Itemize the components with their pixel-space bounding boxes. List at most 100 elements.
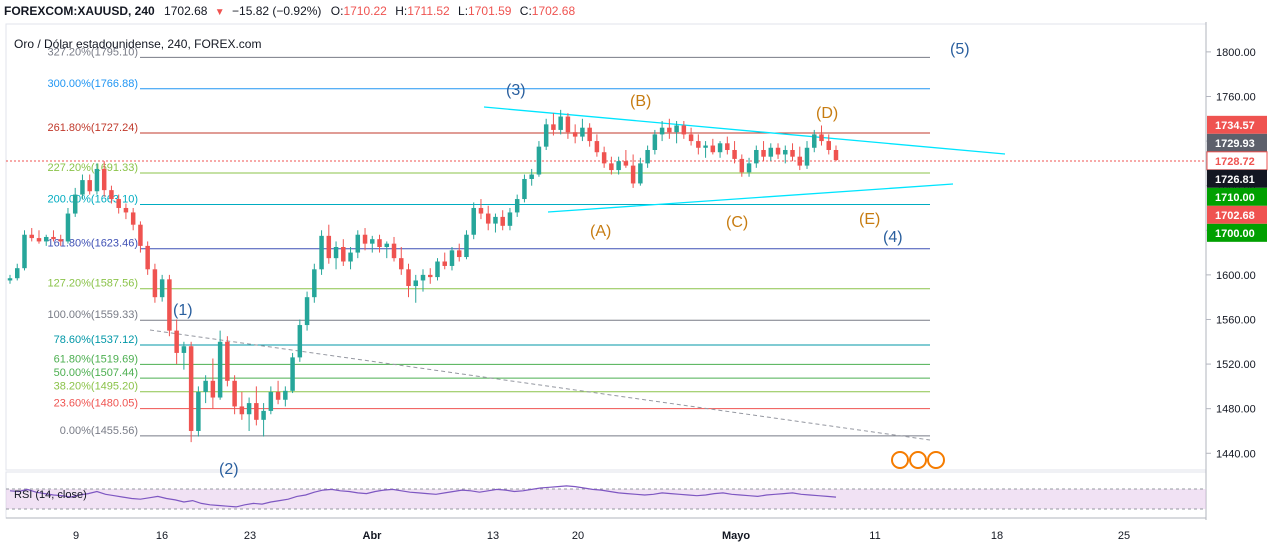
main-pane[interactable] (5, 23, 1207, 471)
economic-events-icon[interactable] (891, 451, 945, 469)
candle-body (623, 161, 629, 166)
time-tick-label: Abr (363, 530, 383, 542)
low-label: L: (458, 4, 469, 18)
candle-body (167, 279, 172, 331)
candle-body (384, 243, 390, 247)
price-axis[interactable]: 1800.001760.001720.001680.001640.001600.… (1206, 47, 1256, 460)
candle-body (14, 268, 20, 279)
candle-body (116, 199, 121, 208)
candle-body (717, 143, 723, 153)
candle-body (203, 380, 208, 392)
wave-label-1: (1) (173, 302, 193, 319)
candle-body (72, 194, 78, 214)
candle-body (268, 391, 274, 411)
candle-body (123, 207, 129, 213)
rsi-pane[interactable] (5, 471, 1207, 519)
price-tick-label: 1760.00 (1216, 91, 1256, 103)
candle-body (594, 141, 600, 153)
candle-body (652, 134, 658, 150)
price-badge-label: 1700.00 (1215, 228, 1255, 240)
high-label: H: (395, 4, 408, 18)
dashed-trend-line[interactable] (149, 329, 931, 441)
rsi-band (6, 489, 1206, 509)
candle-body (739, 158, 745, 173)
low-value: 1701.59 (468, 4, 512, 18)
candle-body (507, 212, 513, 226)
price-badge-label: 1734.57 (1215, 120, 1255, 132)
candle-body (181, 346, 187, 353)
candle-body (478, 207, 484, 214)
price-tick-label: 1480.00 (1216, 404, 1256, 416)
fib-level-label: 78.60%(1537.12) (54, 334, 138, 346)
candle-body (812, 134, 817, 148)
candle-body (370, 239, 375, 244)
candle-body (87, 180, 92, 192)
candle-body (391, 243, 397, 259)
candle-body (152, 269, 158, 298)
close-value: 1702.68 (531, 4, 576, 18)
candle-body (326, 235, 332, 259)
open-label: O: (330, 4, 344, 18)
candle-body (65, 213, 71, 242)
rsi-label: RSI (14, close) (14, 489, 87, 501)
time-axis[interactable]: 9 16 23 Abr 13 20 Mayo 11 18 25 (73, 530, 1130, 542)
candle-body (761, 149, 766, 157)
candle-body (283, 390, 288, 400)
price-tick-label: 1520.00 (1216, 359, 1256, 371)
candle-body (290, 357, 295, 391)
chart-title: Oro / Dólar estadounidense, 240, FOREX.c… (14, 37, 261, 51)
wave-label-e: (E) (859, 211, 880, 228)
candle-body (536, 146, 542, 175)
fibonacci-extension[interactable]: 327.20%(1795.10) 300.00%(1766.88) 261.80%(… (47, 46, 930, 437)
candle-body (174, 330, 179, 353)
candle-body (435, 261, 440, 278)
candle-body (783, 149, 788, 155)
fib-level-label: 227.20%(1691.33) (47, 162, 138, 174)
candle-body (399, 258, 404, 270)
candle-body (616, 161, 621, 171)
candle-body (130, 212, 136, 225)
candle-body (355, 234, 361, 253)
candle-body (688, 134, 694, 142)
candle-body (297, 325, 303, 358)
fib-level-label: 261.80%(1727.24) (47, 122, 138, 134)
candle-body (51, 236, 56, 240)
candle-body (500, 216, 505, 226)
fib-level-label: 300.00%(1766.88) (47, 78, 138, 90)
candle-body (464, 234, 469, 258)
candle-body (493, 216, 498, 224)
upper-triangle-line[interactable] (483, 106, 1006, 155)
candle-body (239, 406, 245, 415)
symbol-name[interactable]: FOREXCOM:XAUUSD, 240 (4, 4, 155, 18)
candle-body (80, 180, 85, 195)
price-badge (1207, 169, 1267, 188)
wave-label-5: (5) (950, 41, 970, 58)
candle-body (746, 163, 752, 173)
candle-body (210, 380, 216, 398)
wave-label-a: (A) (590, 223, 611, 240)
candle-body (442, 261, 447, 266)
candle-body (232, 380, 237, 407)
price-badge-label: 1710.00 (1215, 192, 1255, 204)
candle-body (109, 190, 114, 200)
candle-body (319, 235, 324, 270)
candle-body (826, 141, 832, 150)
candle-body (609, 163, 614, 171)
time-tick-label: 13 (487, 530, 499, 542)
candle-body (630, 165, 636, 184)
candle-body (485, 213, 491, 224)
candle-body (580, 127, 585, 137)
price-badge-label: 1729.93 (1215, 138, 1255, 150)
fib-level-label: 127.20%(1587.56) (47, 278, 138, 290)
time-tick-label: 23 (244, 530, 256, 542)
lower-triangle-line[interactable] (547, 183, 954, 213)
candle-body (225, 341, 230, 381)
candle-body (217, 341, 223, 398)
candle-body (58, 239, 63, 242)
candle-body (543, 124, 549, 147)
candle-body (696, 141, 701, 148)
price-badge (1207, 115, 1267, 134)
candle-body (348, 252, 353, 262)
close-label: C: (519, 4, 532, 18)
